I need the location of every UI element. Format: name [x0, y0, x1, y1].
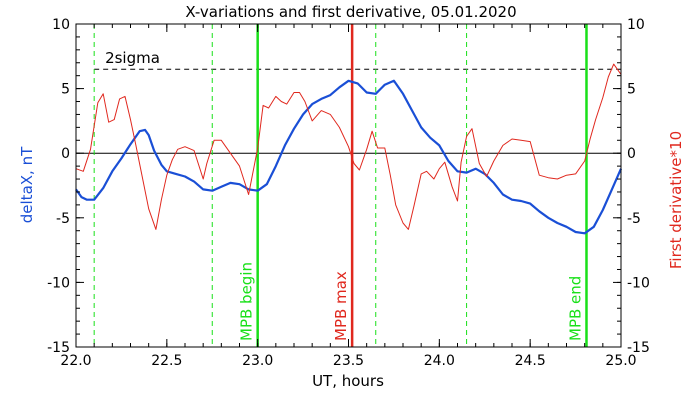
- ticks-layer: 22.0 22.5 23.0 23.5 24.0 24.5 25.0 10 10 5 5 0 0 -5 -5…: [47, 17, 650, 369]
- y-left-tick-label: -5: [56, 211, 70, 227]
- x-tick-label: 23.0: [242, 353, 273, 369]
- sigma-label: 2sigma: [105, 49, 160, 67]
- x-tick-label: 22.5: [151, 353, 182, 369]
- y-left-tick-label: -15: [47, 340, 70, 356]
- y-left-tick-label: 5: [61, 82, 70, 98]
- x-axis-title: UT, hours: [312, 372, 384, 390]
- y-right-tick-label: -10: [627, 275, 650, 291]
- y-left-tick-label: 10: [52, 17, 70, 33]
- y-axis-title-right: First derivative*10: [667, 131, 685, 269]
- x-tick-label: 24.0: [424, 353, 455, 369]
- x-tick-label: 23.5: [333, 353, 364, 369]
- y-right-tick-label: 5: [627, 82, 636, 98]
- x-tick-label: 25.0: [605, 353, 636, 369]
- y-left-tick-label: 0: [61, 146, 70, 162]
- mpb-begin-label: MPB begin: [238, 262, 256, 341]
- y-right-tick-label: 0: [627, 146, 636, 162]
- plot-lines-layer: [76, 24, 621, 347]
- deltax-series-line: [75, 79, 623, 235]
- series-layer: [75, 63, 623, 235]
- mpb-max-label: MPB max: [332, 271, 350, 341]
- y-left-tick-label: -10: [47, 275, 70, 291]
- x-tick-label: 22.0: [60, 353, 91, 369]
- y-axis-title-left: deltaX, nT: [18, 146, 36, 223]
- y-right-tick-label: -15: [627, 340, 650, 356]
- annotations-layer: 2sigma MPB begin MPB max MPB end: [105, 49, 584, 341]
- chart-title: X-variations and first derivative, 05.01…: [185, 3, 516, 21]
- y-right-tick-label: -5: [627, 211, 641, 227]
- y-right-tick-label: 10: [627, 17, 645, 33]
- mpb-end-label: MPB end: [567, 276, 585, 341]
- x-tick-label: 24.5: [515, 353, 546, 369]
- derivative-series-line: [75, 63, 622, 230]
